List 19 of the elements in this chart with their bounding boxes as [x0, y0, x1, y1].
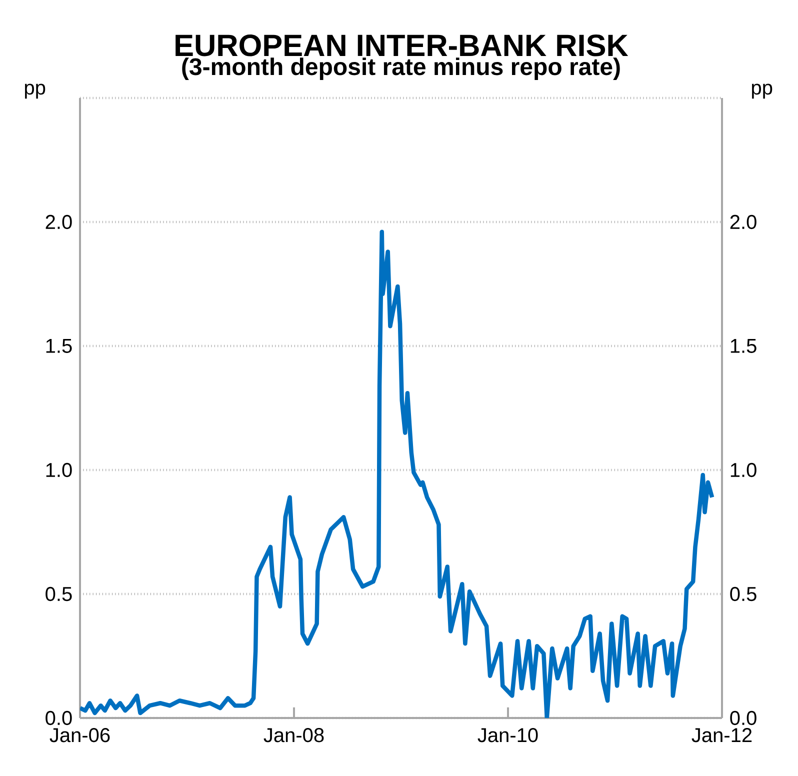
line-series — [80, 230, 714, 718]
x-tick-label: Jan-10 — [478, 728, 538, 742]
y-axis-title: pp — [25, 84, 46, 99]
y2-tick-label: 1.0 — [730, 462, 756, 478]
y-tick-label: 1.0 — [46, 462, 72, 478]
y2-axis-title: pp — [752, 84, 772, 99]
y2-tick-label: 2.0 — [730, 214, 756, 230]
y-tick-label: 1.5 — [46, 339, 72, 353]
x-tick-label: Jan-08 — [264, 728, 324, 742]
x-tick-label: Jan-06 — [50, 728, 110, 742]
y2-tick-label: 1.5 — [730, 339, 756, 353]
chart-subtitle: (3-month deposit rate minus repo rate) — [182, 58, 620, 80]
y2-tick-label: 0.5 — [730, 586, 756, 602]
y-tick-label: 2.0 — [46, 214, 72, 230]
y-tick-label: 0.0 — [46, 710, 72, 726]
chart-title: EUROPEAN INTER-BANK RISK — [176, 34, 628, 56]
y-tick-label: 0.5 — [46, 586, 72, 602]
x-tick-label: Jan-12 — [692, 728, 752, 742]
y2-tick-label: 0.0 — [730, 710, 756, 726]
